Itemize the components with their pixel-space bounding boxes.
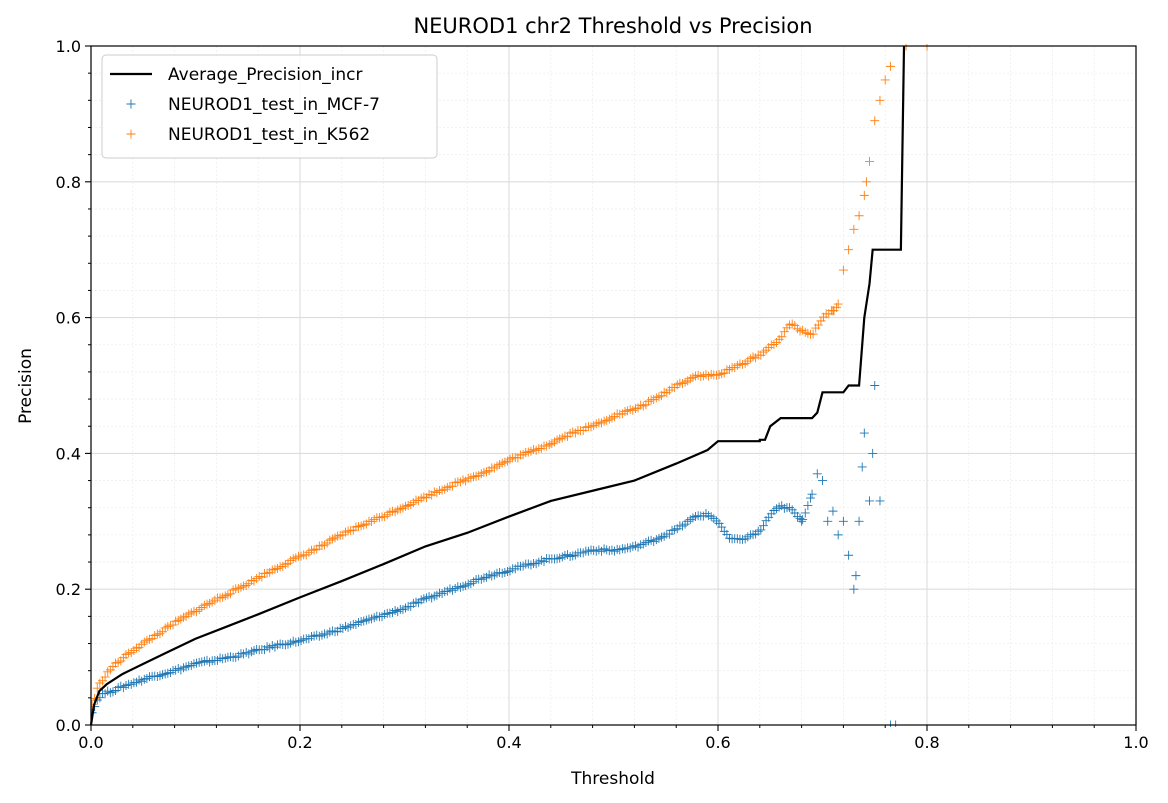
series-area — [89, 44, 932, 727]
scatter-point — [838, 265, 848, 275]
y-tick-label: 0.8 — [56, 173, 81, 192]
scatter-point — [844, 550, 854, 560]
scatter-point — [805, 493, 815, 503]
scatter-point — [854, 516, 864, 526]
scatter-point — [849, 224, 859, 234]
scatter-point — [92, 683, 102, 693]
x-tick-label: 0.6 — [705, 733, 730, 752]
y-tick-label: 0.6 — [56, 309, 81, 328]
scatter-point — [838, 516, 848, 526]
y-tick-label: 0.0 — [56, 716, 81, 735]
x-axis-label: Threshold — [570, 769, 655, 789]
y-tick-label: 1.0 — [56, 37, 81, 56]
scatter-point — [859, 428, 869, 438]
scatter-point — [859, 190, 869, 200]
scatter-point — [861, 177, 871, 187]
x-tick-label: 0.4 — [496, 733, 521, 752]
y-axis-label: Precision — [16, 348, 36, 424]
scatter-point — [875, 496, 885, 506]
scatter-point — [854, 211, 864, 221]
legend: Average_Precision_incr NEUROD1_test_in_MC… — [101, 54, 438, 159]
scatter-point — [818, 476, 827, 486]
scatter-point — [828, 306, 838, 316]
scatter-point — [870, 381, 880, 390]
scatter-point — [857, 462, 867, 472]
scatter-point — [880, 75, 890, 85]
x-tick-label: 0.2 — [287, 733, 312, 752]
scatter-point — [808, 329, 818, 339]
y-tick-label: 0.2 — [56, 580, 81, 599]
chart-title: NEUROD1 chr2 Threshold vs Precision — [413, 14, 812, 38]
scatter-point — [798, 515, 808, 525]
ticks: 0.0 0.2 0.4 0.6 0.8 1.0 0.0 0.2 0.4 0.6 0.8 1.0 — [56, 37, 1149, 752]
legend-marker-swatch — [126, 99, 136, 109]
scatter-point — [875, 95, 885, 105]
scatter-point — [800, 508, 810, 518]
scatter-point — [100, 672, 110, 682]
series-line-Average_Precision_incr — [89, 45, 906, 726]
scatter-point — [885, 61, 895, 71]
scatter-point — [803, 501, 813, 511]
scatter-point — [865, 496, 875, 506]
scatter-point — [777, 332, 787, 342]
scatter-point — [868, 448, 878, 458]
plot-frame — [90, 45, 1137, 726]
legend-label: NEUROD1_test_in_K562 — [168, 125, 370, 145]
scatter-point — [849, 584, 859, 594]
legend-marker-swatch — [126, 129, 136, 139]
legend-box — [101, 54, 438, 159]
scatter-point — [865, 156, 875, 166]
scatter-point — [758, 521, 768, 531]
x-tick-label: 0.0 — [78, 733, 103, 752]
scatter-point — [844, 245, 854, 255]
scatter-point — [851, 571, 861, 581]
y-tick-label: 0.4 — [56, 444, 81, 463]
legend-label: NEUROD1_test_in_MCF-7 — [168, 95, 380, 115]
scatter-point — [823, 516, 833, 526]
scatter-point — [828, 506, 838, 516]
series-NEUROD1_test_in_K562 — [91, 44, 932, 710]
scatter-point — [807, 489, 817, 499]
scatter-point — [797, 516, 807, 526]
scatter-point — [833, 299, 843, 309]
x-tick-label: 0.8 — [914, 733, 939, 752]
series-NEUROD1_test_in_MCF-7 — [91, 381, 901, 727]
scatter-point — [812, 469, 822, 479]
legend-label: Average_Precision_incr — [168, 65, 363, 85]
scatter-point — [833, 530, 843, 540]
x-tick-label: 1.0 — [1123, 733, 1148, 752]
scatter-point — [870, 116, 880, 126]
